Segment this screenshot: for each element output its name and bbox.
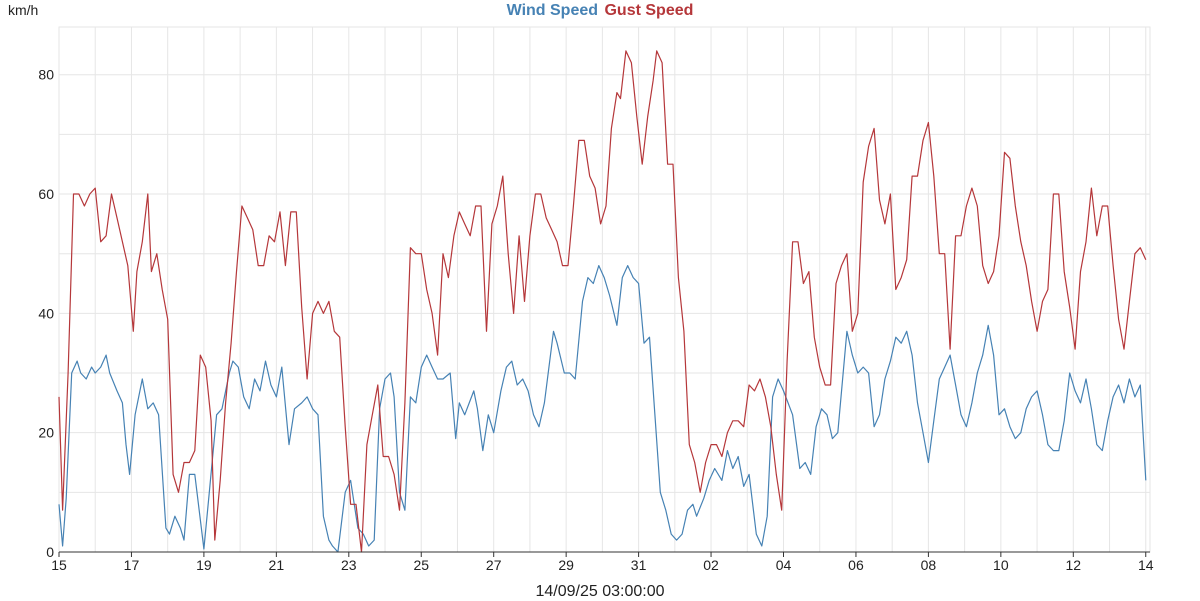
- x-tick-label: 31: [631, 557, 647, 573]
- y-tick-label: 40: [38, 305, 54, 321]
- y-tick-label: 20: [38, 425, 54, 441]
- chart-grid: [58, 26, 1151, 553]
- y-tick-label: 0: [46, 544, 54, 560]
- x-tick-label: 14: [1138, 557, 1154, 573]
- series-line-gust-speed: [58, 50, 1147, 553]
- series-line-wind-speed: [58, 265, 1147, 553]
- x-tick-label: 04: [776, 557, 792, 573]
- x-tick-label: 15: [51, 557, 67, 573]
- y-tick-label: 80: [38, 67, 54, 83]
- chart-series: [58, 50, 1147, 553]
- x-tick-label: 19: [196, 557, 212, 573]
- legend-wind-speed: Wind Speed: [506, 2, 599, 19]
- chart-axes: 0 20 40 60 80 15 17 19 21 23 25 27 29 31 02 04 06 08 10 12 1…: [38, 67, 1153, 573]
- x-tick-label: 29: [558, 557, 574, 573]
- plot-frame: [58, 26, 1151, 553]
- y-unit-label: km/h: [8, 2, 39, 18]
- x-tick-label: 08: [921, 557, 937, 573]
- x-tick-label: 12: [1066, 557, 1082, 573]
- x-tick-label: 06: [848, 557, 864, 573]
- chart-timestamp: 14/09/25 03:00:00: [535, 583, 665, 600]
- legend-gust-speed: Gust Speed: [604, 2, 694, 19]
- x-tick-label: 17: [124, 557, 140, 573]
- x-tick-label: 23: [341, 557, 357, 573]
- x-tick-label: 21: [269, 557, 285, 573]
- x-tick-label: 02: [703, 557, 719, 573]
- x-tick-label: 10: [993, 557, 1009, 573]
- x-tick-label: 27: [486, 557, 502, 573]
- x-tick-label: 25: [413, 557, 429, 573]
- y-tick-label: 60: [38, 186, 54, 202]
- chart-legend: Wind Speed Gust Speed: [0, 2, 1200, 20]
